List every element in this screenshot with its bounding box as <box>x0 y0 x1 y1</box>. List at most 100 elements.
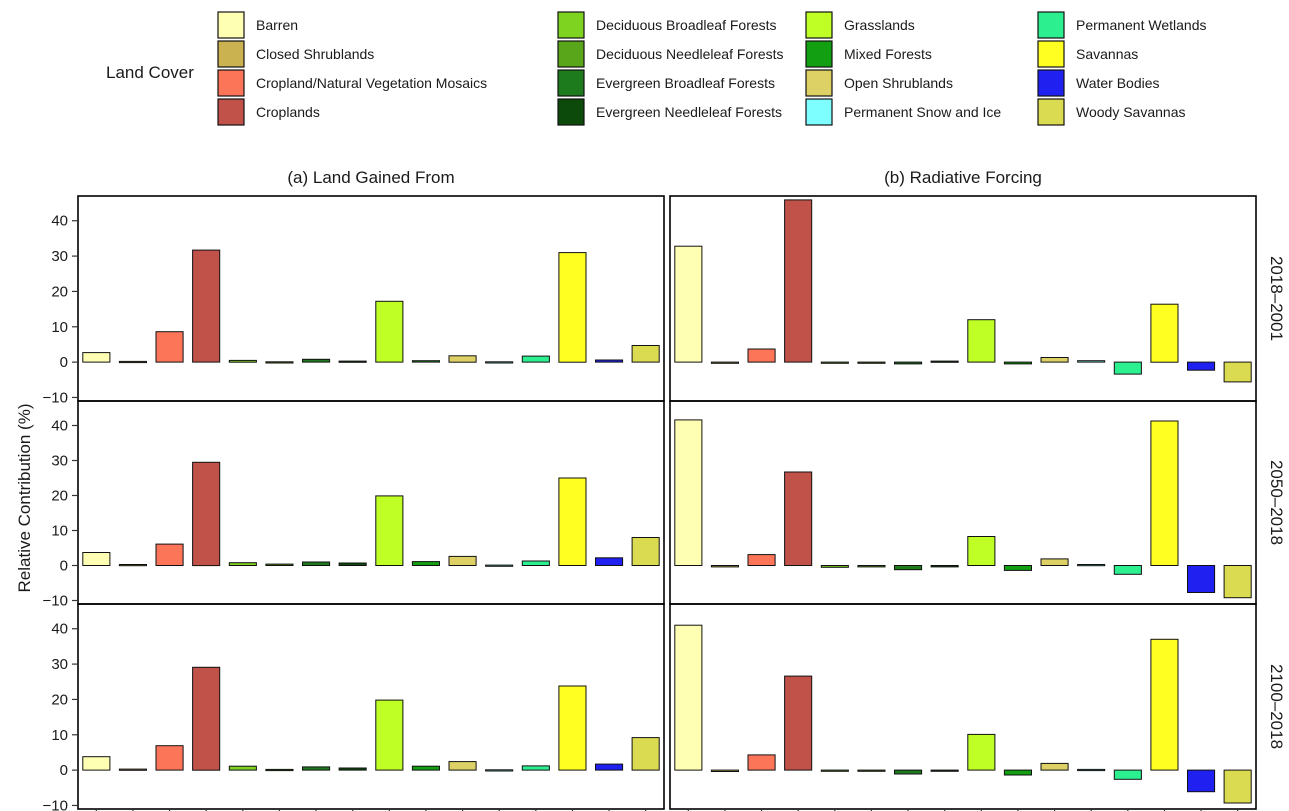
y-tick-label: −10 <box>43 593 68 610</box>
panel-b-2100-2018: 2100–2018 <box>669 603 1286 811</box>
y-tick-label: 30 <box>51 656 68 673</box>
bar-woody-savannas <box>1223 565 1252 599</box>
legend-label-open-shrublands: Open Shrublands <box>844 75 953 91</box>
bar-evergreen-broadleaf-forests <box>302 766 331 771</box>
bar-mixed-forests <box>411 360 440 363</box>
bar-barren <box>674 419 703 566</box>
bar-permanent-wetlands <box>521 765 550 771</box>
bar-cropland-natural-vegetation-mosaics <box>747 754 776 771</box>
y-tick-label: 30 <box>51 248 68 265</box>
legend-label-woody-savannas: Woody Savannas <box>1076 104 1185 120</box>
bar-closed-shrublands <box>118 564 148 567</box>
bar-open-shrublands <box>448 355 477 363</box>
panel-border <box>669 195 1257 402</box>
legend-swatch-permanent-wetlands <box>1037 11 1065 39</box>
bar-savannas <box>1150 303 1179 363</box>
bar-deciduous-broadleaf-forests <box>228 359 257 363</box>
bar-grasslands <box>375 495 404 566</box>
bar-cropland-natural-vegetation-mosaics <box>747 348 776 363</box>
y-tick-label: 10 <box>51 523 68 540</box>
y-tick-label: 40 <box>51 418 68 435</box>
bar-savannas <box>558 252 587 363</box>
bar-permanent-wetlands <box>1113 565 1142 575</box>
bar-permanent-wetlands <box>1113 361 1142 375</box>
bar-evergreen-broadleaf-forests <box>894 565 923 571</box>
bar-permanent-wetlands <box>521 355 550 363</box>
y-tick-label: 0 <box>60 762 68 779</box>
bar-water-bodies <box>595 557 624 566</box>
bar-closed-shrublands <box>118 360 148 364</box>
bar-permanent-snow-and-ice <box>1077 564 1106 567</box>
bar-evergreen-broadleaf-forests <box>302 358 331 363</box>
bar-permanent-snow-and-ice <box>485 361 514 364</box>
legend-label-closed-shrublands: Closed Shrublands <box>256 46 374 62</box>
y-tick-label: 40 <box>51 213 68 230</box>
bar-barren <box>674 624 703 771</box>
y-tick-label: 20 <box>51 691 68 708</box>
bar-open-shrublands <box>1040 357 1069 363</box>
column-title-land-gained: (a) Land Gained From <box>287 168 454 187</box>
bar-deciduous-needleleaf-forests <box>265 563 294 566</box>
y-tick-label: 10 <box>51 319 68 336</box>
bar-evergreen-needleleaf-forests <box>930 769 959 772</box>
bar-croplands <box>192 249 221 363</box>
y-tick-label: 30 <box>51 453 68 470</box>
row-title-2018-2001: 2018–2001 <box>1267 256 1286 341</box>
bar-croplands <box>192 666 221 771</box>
bar-cropland-natural-vegetation-mosaics <box>747 554 776 566</box>
bar-evergreen-broadleaf-forests <box>302 561 331 566</box>
bar-deciduous-broadleaf-forests <box>820 361 849 364</box>
bar-water-bodies <box>595 359 624 363</box>
legend-label-savannas: Savannas <box>1076 46 1138 62</box>
bar-deciduous-needleleaf-forests <box>857 565 886 568</box>
legend-swatch-woody-savannas <box>1037 98 1065 126</box>
legend-label-evergreen-broadleaf-forests: Evergreen Broadleaf Forests <box>596 75 775 91</box>
legend-swatch-deciduous-needleleaf-forests <box>557 40 585 68</box>
bar-deciduous-needleleaf-forests <box>857 769 886 772</box>
legend-swatch-evergreen-broadleaf-forests <box>557 69 585 97</box>
bar-cropland-natural-vegetation-mosaics <box>155 745 184 771</box>
bar-woody-savannas <box>631 737 660 771</box>
bar-closed-shrublands <box>710 565 740 568</box>
legend-swatch-barren <box>217 11 245 39</box>
bar-mixed-forests <box>1003 361 1033 365</box>
panel-b-2050-2018: 2050–2018 <box>669 400 1286 605</box>
legend-label-grasslands: Grasslands <box>844 17 915 33</box>
y-tick-label: 40 <box>51 621 68 638</box>
panel-a-2018-2001: −10 0 10 20 30 40 <box>43 195 665 406</box>
panel-border <box>77 603 665 810</box>
legend-label-cropland-natural-vegetation-mosaics: Cropland/Natural Vegetation Mosaics <box>256 75 487 91</box>
legend-label-permanent-snow-and-ice: Permanent Snow and Ice <box>844 104 1001 120</box>
legend-swatch-permanent-snow-and-ice <box>805 98 833 126</box>
bar-evergreen-broadleaf-forests <box>894 361 923 365</box>
y-tick-label: 20 <box>51 488 68 505</box>
bar-closed-shrublands <box>118 768 148 771</box>
bar-evergreen-needleleaf-forests <box>930 360 959 363</box>
panel-a-2100-2018: −10 0 10 20 30 40 <box>43 603 665 811</box>
bar-evergreen-needleleaf-forests <box>338 767 367 771</box>
row-title-2050-2018: 2050–2018 <box>1267 460 1286 545</box>
bar-permanent-snow-and-ice <box>1077 768 1106 772</box>
bar-savannas <box>558 685 587 771</box>
legend-label-barren: Barren <box>256 17 298 33</box>
bar-water-bodies <box>595 763 624 771</box>
bar-cropland-natural-vegetation-mosaics <box>155 543 184 566</box>
bar-closed-shrublands <box>710 361 740 364</box>
y-tick-label: 10 <box>51 727 68 744</box>
bar-grasslands <box>967 319 996 363</box>
bar-water-bodies <box>1187 361 1216 371</box>
legend: Land Cover Barren Closed Shrublands Cropla… <box>106 11 1206 126</box>
legend-swatch-croplands <box>217 98 245 126</box>
bar-woody-savannas <box>1223 361 1252 383</box>
bar-permanent-wetlands <box>1113 769 1142 780</box>
bar-water-bodies <box>1187 565 1216 593</box>
legend-swatch-water-bodies <box>1037 69 1065 97</box>
bar-permanent-snow-and-ice <box>485 564 514 567</box>
bar-barren <box>82 352 111 363</box>
bar-grasslands <box>375 300 404 363</box>
bar-croplands <box>784 199 813 363</box>
panels: −10 0 10 20 30 40 2018–2001 −10 0 10 20 30 40 2050–20… <box>43 195 1286 811</box>
bar-permanent-snow-and-ice <box>485 769 514 772</box>
bar-grasslands <box>967 536 996 566</box>
